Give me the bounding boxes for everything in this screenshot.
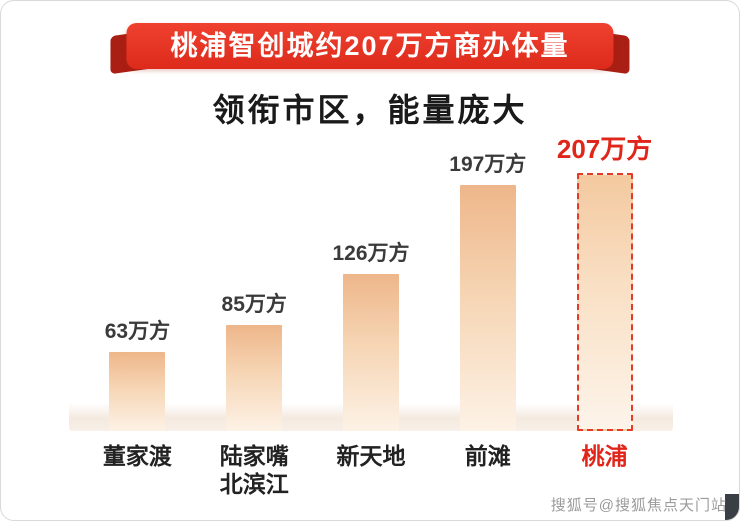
bar xyxy=(342,274,399,431)
bar-chart: 63万方 85万方 126万方 197万方 207万方 董家渡 陆家嘴 北滨江 新天地 前滩 桃… xyxy=(69,134,673,498)
category-label: 新天地 xyxy=(336,443,406,469)
bars-area: 63万方 85万方 126万方 197万方 207万方 xyxy=(69,134,673,431)
bar-value-label: 207万方 xyxy=(556,134,653,164)
bar-column: 126万方 xyxy=(313,237,430,431)
bar-column: 207万方 xyxy=(546,129,663,431)
bar-column: 63万方 xyxy=(79,315,196,431)
bar-column: 197万方 xyxy=(429,148,546,431)
title-ribbon: 桃浦智创城约207万方商办体量 xyxy=(110,23,630,75)
category-axis: 董家渡 陆家嘴 北滨江 新天地 前滩 桃浦 xyxy=(79,443,663,498)
corner-chip xyxy=(725,494,739,520)
category-label: 桃浦 xyxy=(581,443,628,469)
category-label: 董家渡 xyxy=(102,443,172,469)
watermark-text: 搜狐号@搜狐焦点天门站 xyxy=(550,497,727,514)
bar xyxy=(459,185,516,431)
chart-subtitle: 领衔市区，能量庞大 xyxy=(212,92,528,128)
bar xyxy=(109,352,166,431)
category-label: 前滩 xyxy=(464,443,511,469)
category-label: 陆家嘴 北滨江 xyxy=(219,443,289,497)
bar xyxy=(226,325,283,431)
bar-value-label: 197万方 xyxy=(449,153,527,176)
bar-value-label: 85万方 xyxy=(221,293,287,316)
banner-title: 桃浦智创城约207万方商办体量 xyxy=(126,23,614,69)
bar-column: 85万方 xyxy=(196,288,313,431)
bar xyxy=(576,173,633,431)
bar-value-label: 126万方 xyxy=(332,242,410,265)
bar-value-label: 63万方 xyxy=(104,320,171,343)
